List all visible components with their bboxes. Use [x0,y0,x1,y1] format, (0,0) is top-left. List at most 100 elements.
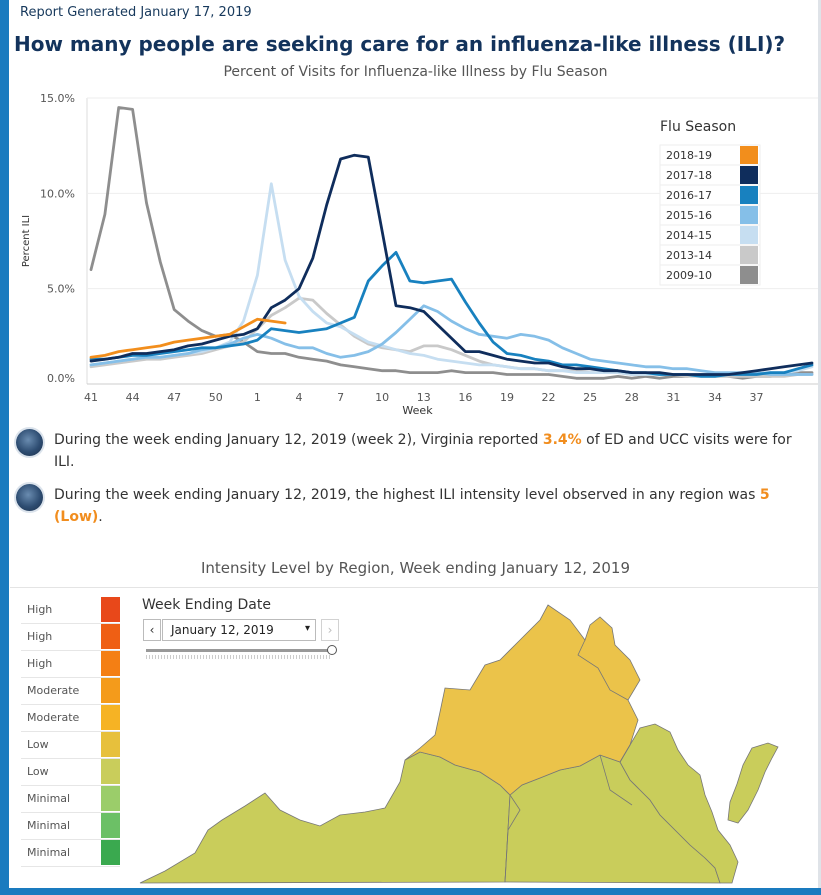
intensity-legend-item: Moderate [21,705,120,732]
legend-swatch [740,166,758,184]
intensity-legend-item: High [21,651,120,678]
statement-intensity: During the week ending January 12, 2019,… [54,487,770,525]
x-tick-label: 16 [458,391,472,404]
legend-swatch [740,246,758,264]
virus-icon [16,429,43,456]
intensity-legend-item: Minimal [21,786,120,813]
virginia-region-map[interactable] [130,600,810,888]
intensity-legend-label: Moderate [27,711,80,724]
intensity-legend-item: High [21,597,120,624]
intensity-legend-label: High [27,630,53,643]
map-title: Intensity Level by Region, Week ending J… [201,559,630,577]
series-line-2017-18 [89,153,814,376]
intensity-legend-item: Minimal [21,840,120,867]
intensity-highlight: 5 (Low) [54,487,770,525]
x-tick-label: 41 [84,391,98,404]
x-tick-label: 31 [666,391,680,404]
y-tick-label: 15.0% [40,92,75,105]
x-tick-label: 4 [295,391,302,404]
legend-label: 2013-14 [666,249,712,262]
map-region-borders [504,639,633,883]
map-region-eastern-shore[interactable] [727,742,779,824]
intensity-legend-swatch [101,678,120,703]
intensity-legend-label: High [27,657,53,670]
divider [10,587,818,588]
intensity-legend-label: Low [27,738,49,751]
chart-title: Percent of Visits for Influenza-like Ill… [223,64,608,80]
intensity-legend-swatch [101,786,120,811]
chevron-down-icon: ▾ [304,623,310,634]
x-tick-label: 10 [375,391,389,404]
map-region-eastern[interactable] [619,723,739,884]
x-tick-label: 44 [126,391,140,404]
map-region-northern[interactable] [404,604,641,796]
intensity-legend-label: High [27,603,53,616]
intensity-legend-swatch [101,651,120,676]
week-ending-select[interactable]: January 12, 2019 ▾ [162,619,316,641]
intensity-legend-label: Low [27,765,49,778]
x-tick-label: 22 [542,391,556,404]
week-slider-handle[interactable] [327,645,337,655]
bottom-accent-bar [0,888,821,895]
x-tick-label: 28 [625,391,639,404]
series-line-2018-19 [89,317,287,359]
intensity-legend-label: Moderate [27,684,80,697]
intensity-legend-item: High [21,624,120,651]
statement-week-ili: During the week ending January 12, 2019 … [54,432,792,470]
y-tick-label: 10.0% [40,187,75,200]
legend-title: Flu Season [660,119,736,135]
x-tick-label: 25 [583,391,597,404]
legend-swatch [740,266,758,284]
week-ending-value: January 12, 2019 [171,623,274,637]
week-slider-track[interactable] [146,649,330,652]
x-tick-label: 19 [500,391,514,404]
intensity-legend-swatch [101,597,120,622]
intensity-legend-swatch [101,705,120,730]
legend-label: 2015-16 [666,209,712,222]
right-border [818,0,821,895]
intensity-legend-swatch [101,624,120,649]
y-tick-label: 5.0% [47,283,75,296]
intensity-legend-swatch [101,840,120,865]
legend-swatch [740,186,758,204]
series-line-2015-16 [89,304,814,376]
week-ending-label: Week Ending Date [142,597,271,613]
x-tick-label: 47 [167,391,181,404]
y-tick-label: 0.0% [47,372,75,385]
legend-label: 2014-15 [666,229,712,242]
page-title: How many people are seeking care for an … [14,32,786,56]
legend-label: 2018-19 [666,149,712,162]
virus-icon [16,484,43,511]
intensity-legend-label: Minimal [27,819,71,832]
intensity-legend-swatch [101,732,120,757]
legend-swatch [740,146,758,164]
intensity-legend-label: Minimal [27,792,71,805]
x-tick-label: 7 [337,391,344,404]
left-accent-bar [0,0,9,895]
x-tick-label: 50 [209,391,223,404]
intensity-legend-item: Low [21,759,120,786]
intensity-legend-swatch [101,759,120,784]
report-date: Report Generated January 17, 2019 [20,5,252,20]
legend-label: 2016-17 [666,189,712,202]
week-slider-ticks [146,655,330,659]
x-axis-label: Week [402,404,433,417]
intensity-legend-label: Minimal [27,846,71,859]
next-week-button[interactable]: › [321,619,339,641]
x-tick-label: 37 [750,391,764,404]
intensity-legend-swatch [101,813,120,838]
previous-week-button[interactable]: ‹ [143,619,161,641]
intensity-legend-item: Minimal [21,813,120,840]
x-tick-label: 34 [708,391,722,404]
map-region-southwest[interactable] [139,751,511,884]
y-axis-label: Percent ILI [21,215,32,267]
x-tick-label: 1 [254,391,261,404]
legend-row [659,264,761,286]
intensity-legend: High High High Moderate Moderate Low Low Minima… [21,597,120,867]
intensity-legend-item: Low [21,732,120,759]
intensity-legend-item: Moderate [21,678,120,705]
ili-percent-highlight: 3.4% [542,432,582,448]
x-tick-label: 13 [417,391,431,404]
legend-label: 2009-10 [666,269,712,282]
